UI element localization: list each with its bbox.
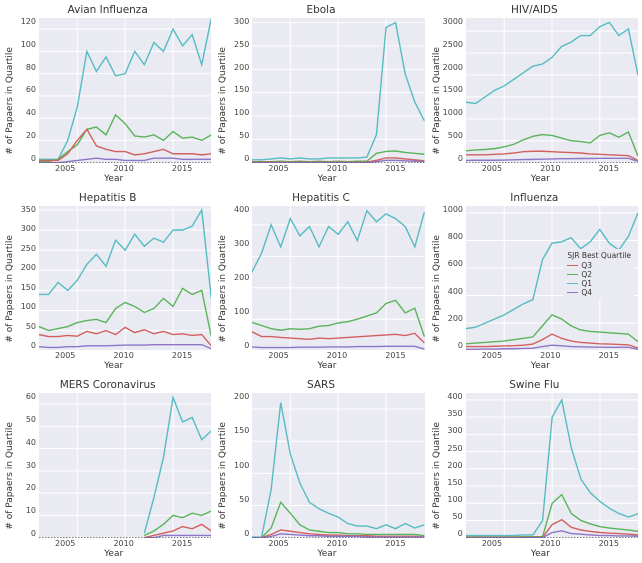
legend-item-q3: Q3 bbox=[567, 261, 631, 270]
plot-area bbox=[252, 18, 424, 163]
panel-title: SARS bbox=[217, 379, 424, 391]
legend-item-q4: Q4 bbox=[567, 288, 631, 297]
panel-mers-coronavirus: MERS Coronavirus # of Papaers in Quartile… bbox=[4, 379, 211, 559]
panel-title: Hepatitis B bbox=[4, 192, 211, 204]
y-ticks: 4003002001000 bbox=[229, 206, 252, 351]
x-axis-label: Year bbox=[443, 361, 638, 371]
y-ticks: 120100806040200 bbox=[16, 18, 39, 163]
panel-ebola: Ebola # of Papaers in Quartile30025020015… bbox=[217, 4, 424, 184]
panel-hepatitis-c: Hepatitis C # of Papaers in Quartile40030… bbox=[217, 192, 424, 372]
panel-title: Hepatitis C bbox=[217, 192, 424, 204]
y-ticks: 300250200150100500 bbox=[229, 18, 252, 163]
panel-swine-flu: Swine Flu # of Papaers in Quartile4003503… bbox=[431, 379, 638, 559]
x-axis-label: Year bbox=[16, 361, 211, 371]
x-ticks: 200520102015 bbox=[249, 351, 424, 360]
y-ticks: 10008006004002000 bbox=[443, 206, 466, 351]
plot-area bbox=[252, 393, 424, 538]
chart-grid: Avian Influenza# of Papaers in Quartile1… bbox=[4, 4, 638, 559]
x-axis-label: Year bbox=[16, 549, 211, 559]
x-ticks: 200520102015 bbox=[36, 351, 211, 360]
y-axis-label: # of Papaers in Quartile bbox=[431, 18, 443, 184]
x-axis-label: Year bbox=[229, 174, 424, 184]
plot-area bbox=[39, 18, 211, 163]
y-axis-label: # of Papaers in Quartile bbox=[217, 393, 229, 559]
y-axis-label: # of Papaers in Quartile bbox=[4, 18, 16, 184]
x-axis-label: Year bbox=[443, 549, 638, 559]
x-ticks: 200520102015 bbox=[463, 164, 638, 173]
panel-title: Avian Influenza bbox=[4, 4, 211, 16]
panel-hiv-aids: HIV/AIDS # of Papaers in Quartile30002500… bbox=[431, 4, 638, 184]
y-axis-label: # of Papaers in Quartile bbox=[431, 206, 443, 372]
y-ticks: 350300250200150100500 bbox=[16, 206, 39, 351]
y-axis-label: # of Papaers in Quartile bbox=[217, 18, 229, 184]
panel-title: HIV/AIDS bbox=[431, 4, 638, 16]
plot-area bbox=[39, 206, 211, 351]
x-ticks: 200520102015 bbox=[249, 539, 424, 548]
plot-area bbox=[466, 18, 638, 163]
y-axis-label: # of Papaers in Quartile bbox=[4, 206, 16, 372]
legend: SJR Best QuartileQ3Q2Q1Q4 bbox=[564, 249, 634, 299]
x-ticks: 200520102015 bbox=[463, 539, 638, 548]
y-ticks: 200150100500 bbox=[229, 393, 252, 538]
y-ticks: 6050403020100 bbox=[16, 393, 39, 538]
x-axis-label: Year bbox=[443, 174, 638, 184]
x-ticks: 200520102015 bbox=[36, 539, 211, 548]
plot-area bbox=[39, 393, 211, 538]
plot-area bbox=[466, 393, 638, 538]
y-axis-label: # of Papaers in Quartile bbox=[431, 393, 443, 559]
panel-influenza: Influenza # of Papaers in Quartile1000800… bbox=[431, 192, 638, 372]
y-ticks: 400350300250200150100500 bbox=[443, 393, 466, 538]
x-axis-label: Year bbox=[16, 174, 211, 184]
panel-title: MERS Coronavirus bbox=[4, 379, 211, 391]
plot-area bbox=[252, 206, 424, 351]
panel-title: Ebola bbox=[217, 4, 424, 16]
panel-sars: SARS # of Papaers in Quartile200150100500… bbox=[217, 379, 424, 559]
x-axis-label: Year bbox=[229, 549, 424, 559]
y-ticks: 300025002000150010005000 bbox=[443, 18, 466, 163]
y-axis-label: # of Papaers in Quartile bbox=[4, 393, 16, 559]
x-ticks: 200520102015 bbox=[463, 351, 638, 360]
panel-hepatitis-b: Hepatitis B # of Papaers in Quartile35030… bbox=[4, 192, 211, 372]
panel-avian-influenza: Avian Influenza # of Papaers in Quartile1… bbox=[4, 4, 211, 184]
x-ticks: 200520102015 bbox=[249, 164, 424, 173]
panel-title: Influenza bbox=[431, 192, 638, 204]
legend-item-q2: Q2 bbox=[567, 270, 631, 279]
x-ticks: 200520102015 bbox=[36, 164, 211, 173]
x-axis-label: Year bbox=[229, 361, 424, 371]
legend-item-q1: Q1 bbox=[567, 279, 631, 288]
panel-title: Swine Flu bbox=[431, 379, 638, 391]
y-axis-label: # of Papaers in Quartile bbox=[217, 206, 229, 372]
